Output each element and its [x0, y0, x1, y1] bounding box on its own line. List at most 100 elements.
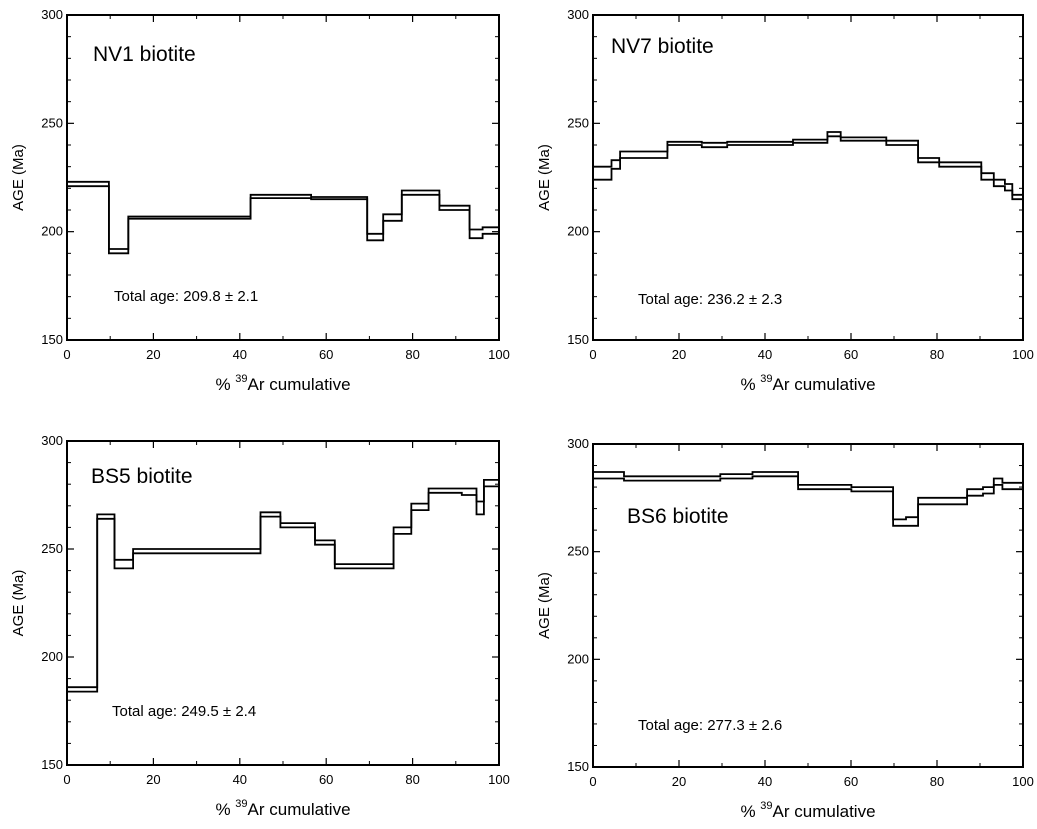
y-tick-label: 150: [41, 332, 63, 347]
y-tick-label: 300: [567, 436, 589, 451]
spectrum-step-13: [477, 501, 484, 514]
x-axis-label-prefix: %: [215, 375, 235, 394]
spectrum-step-6: [367, 234, 383, 241]
spectrum-step-3: [620, 152, 667, 159]
x-axis-label-prefix: %: [740, 375, 760, 394]
x-tick-label: 80: [930, 347, 944, 362]
panel-title: BS5 biotite: [91, 465, 193, 488]
spectrum-lower-bound-line: [66, 185, 499, 340]
age-spectrum: [592, 471, 1023, 767]
spectrum-step-1: [593, 472, 624, 478]
spectrum-upper-bound-line: [592, 471, 1023, 767]
y-tick-label: 250: [567, 544, 589, 559]
x-axis-label-superscript: 39: [235, 798, 247, 810]
x-axis-label-superscript: 39: [760, 800, 772, 812]
x-axis-label-prefix: %: [215, 800, 235, 819]
x-axis-label-superscript: 39: [760, 373, 772, 385]
y-tick-label: 250: [567, 115, 589, 130]
spectrum-step-10: [411, 504, 428, 510]
y-tick-label: 200: [567, 224, 589, 239]
x-tick-label: 40: [758, 347, 772, 362]
x-tick-label: 100: [488, 347, 510, 362]
x-axis-label-suffix: Ar cumulative: [773, 802, 876, 821]
x-axis-label: % 39Ar cumulative: [215, 373, 350, 394]
x-tick-label: 20: [146, 347, 160, 362]
spectrum-step-13: [981, 173, 993, 180]
spectrum-upper-bound-line: [592, 131, 1023, 340]
y-tick-label: 250: [41, 115, 63, 130]
spectrum-upper-bound-line: [66, 479, 499, 765]
x-tick-label: 20: [146, 772, 160, 787]
x-tick-label: 80: [405, 772, 419, 787]
spectrum-step-8: [906, 517, 918, 526]
y-tick-label: 200: [41, 224, 63, 239]
x-tick-label: 40: [233, 772, 247, 787]
panel-title: BS6 biotite: [627, 505, 729, 528]
x-axis-label-suffix: Ar cumulative: [773, 375, 876, 394]
spectrum-step-7: [383, 214, 402, 221]
spectrum-step-12: [462, 489, 477, 495]
y-axis-label: AGE (Ma): [10, 570, 27, 637]
spectrum-step-3: [115, 560, 134, 569]
x-tick-label: 40: [233, 347, 247, 362]
y-tick-label: 300: [41, 433, 63, 448]
y-tick-label: 150: [567, 332, 589, 347]
spectrum-step-15: [1005, 184, 1012, 191]
y-tick-label: 200: [567, 651, 589, 666]
x-tick-label: 40: [758, 774, 772, 789]
spectrum-step-1: [593, 167, 611, 180]
x-tick-label: 60: [319, 772, 333, 787]
age-spectrum: [66, 180, 499, 340]
spectrum-step-7: [893, 519, 906, 525]
spectrum-step-14: [994, 180, 1005, 187]
spectrum-step-13: [1002, 483, 1023, 489]
x-axis-label: % 39Ar cumulative: [215, 798, 350, 819]
age-spectrum: [592, 131, 1023, 340]
y-axis-label: AGE (Ma): [536, 144, 553, 211]
x-tick-label: 0: [589, 347, 596, 362]
y-axis-label: AGE (Ma): [10, 144, 27, 211]
x-axis-label-prefix: %: [740, 802, 760, 821]
panel-title: NV7 biotite: [611, 35, 714, 58]
x-tick-label: 60: [844, 347, 858, 362]
x-tick-label: 80: [930, 774, 944, 789]
x-tick-label: 100: [488, 772, 510, 787]
x-axis-label-suffix: Ar cumulative: [248, 375, 351, 394]
spectrum-upper-bound-line: [66, 180, 499, 340]
spectrum-lower-bound-line: [592, 135, 1023, 340]
spectrum-step-9: [394, 527, 412, 533]
x-tick-label: 100: [1012, 774, 1034, 789]
x-axis-label-superscript: 39: [235, 373, 247, 385]
spectrum-step-9: [918, 498, 967, 504]
total-age-annotation: Total age: 249.5 ± 2.4: [112, 703, 256, 720]
x-tick-label: 80: [405, 347, 419, 362]
y-tick-label: 150: [41, 757, 63, 772]
y-axis-label: AGE (Ma): [536, 572, 553, 639]
y-tick-label: 300: [41, 7, 63, 22]
spectrum-step-2: [611, 160, 620, 169]
total-age-annotation: Total age: 277.3 ± 2.6: [638, 717, 782, 734]
x-tick-label: 60: [844, 774, 858, 789]
x-tick-label: 60: [319, 347, 333, 362]
spectrum-step-12: [994, 478, 1003, 484]
x-tick-label: 100: [1012, 347, 1034, 362]
y-tick-label: 200: [41, 649, 63, 664]
total-age-annotation: Total age: 209.8 ± 2.1: [114, 288, 258, 305]
panel-title: NV1 biotite: [93, 43, 196, 66]
x-axis-label-suffix: Ar cumulative: [248, 800, 351, 819]
age-spectrum: [66, 479, 499, 765]
y-tick-label: 300: [567, 7, 589, 22]
spectrum-step-10: [967, 489, 983, 495]
y-tick-label: 150: [567, 759, 589, 774]
total-age-annotation: Total age: 236.2 ± 2.3: [638, 291, 782, 308]
spectrum-step-11: [983, 487, 994, 493]
spectrum-step-10: [470, 230, 483, 239]
x-tick-label: 0: [63, 347, 70, 362]
x-tick-label: 20: [672, 774, 686, 789]
spectrum-lower-bound-line: [66, 485, 499, 765]
